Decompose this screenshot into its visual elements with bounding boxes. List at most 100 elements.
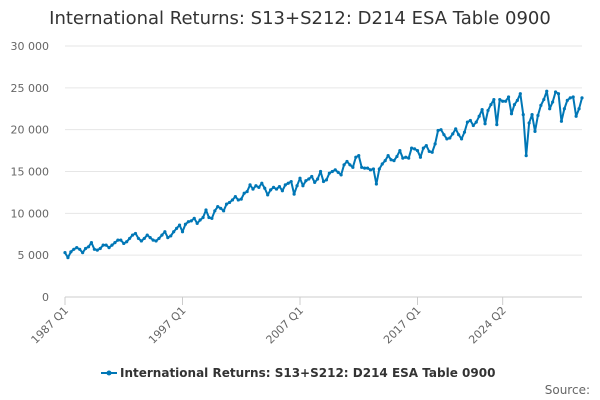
data-point[interactable]: [465, 120, 470, 124]
data-point[interactable]: [506, 95, 511, 99]
data-point[interactable]: [66, 256, 70, 260]
data-point[interactable]: [345, 159, 349, 164]
data-point[interactable]: [75, 246, 79, 250]
data-point[interactable]: [198, 218, 202, 222]
data-point[interactable]: [166, 235, 170, 240]
data-point[interactable]: [292, 192, 296, 196]
data-point[interactable]: [160, 233, 164, 237]
data-point[interactable]: [415, 148, 420, 153]
data-point[interactable]: [263, 186, 267, 190]
data-point[interactable]: [286, 181, 290, 185]
data-point[interactable]: [133, 231, 138, 236]
data-point[interactable]: [407, 156, 411, 160]
data-point[interactable]: [580, 96, 584, 100]
data-point[interactable]: [430, 150, 434, 154]
data-point[interactable]: [313, 180, 317, 184]
data-point[interactable]: [227, 200, 232, 205]
data-point[interactable]: [454, 127, 458, 131]
data-point[interactable]: [492, 97, 496, 102]
legend[interactable]: International Returns: S13+S212: D214 ES…: [101, 366, 495, 380]
data-point[interactable]: [163, 230, 167, 234]
data-point[interactable]: [477, 114, 481, 118]
data-point[interactable]: [81, 251, 85, 255]
data-point[interactable]: [69, 250, 73, 254]
data-point[interactable]: [383, 159, 387, 163]
data-point[interactable]: [301, 184, 305, 188]
data-point[interactable]: [318, 169, 323, 174]
data-point[interactable]: [542, 97, 546, 102]
data-point[interactable]: [471, 123, 475, 128]
data-point[interactable]: [89, 241, 94, 245]
data-point[interactable]: [125, 240, 129, 244]
data-point[interactable]: [219, 206, 223, 210]
data-point[interactable]: [501, 99, 505, 103]
data-point[interactable]: [257, 185, 261, 189]
data-point[interactable]: [457, 133, 461, 137]
data-point[interactable]: [283, 183, 287, 187]
data-point[interactable]: [339, 173, 343, 177]
data-point[interactable]: [548, 107, 552, 111]
data-point[interactable]: [374, 182, 378, 186]
data-point[interactable]: [368, 168, 373, 172]
data-point[interactable]: [421, 146, 425, 150]
data-point[interactable]: [113, 241, 117, 245]
data-point[interactable]: [92, 247, 96, 251]
data-point[interactable]: [148, 235, 152, 240]
data-point[interactable]: [271, 185, 276, 189]
data-point[interactable]: [316, 177, 320, 181]
data-point[interactable]: [445, 137, 449, 141]
data-point[interactable]: [104, 243, 108, 247]
data-point[interactable]: [304, 179, 308, 183]
data-point[interactable]: [119, 238, 123, 242]
data-point[interactable]: [239, 197, 243, 201]
data-point[interactable]: [424, 143, 428, 148]
data-point[interactable]: [251, 187, 255, 191]
data-point[interactable]: [459, 137, 464, 141]
data-point[interactable]: [527, 121, 531, 125]
data-point[interactable]: [169, 234, 173, 238]
data-point[interactable]: [327, 171, 331, 175]
data-point[interactable]: [260, 181, 264, 185]
data-point[interactable]: [78, 247, 82, 251]
data-point[interactable]: [348, 163, 352, 167]
data-point[interactable]: [236, 198, 240, 202]
data-point[interactable]: [145, 233, 149, 237]
data-point[interactable]: [462, 130, 467, 134]
data-point[interactable]: [354, 155, 358, 159]
data-point[interactable]: [401, 156, 405, 160]
data-point[interactable]: [433, 142, 437, 146]
data-point[interactable]: [101, 243, 105, 247]
data-point[interactable]: [451, 132, 455, 136]
data-point[interactable]: [530, 113, 534, 117]
data-point[interactable]: [524, 154, 528, 158]
data-point[interactable]: [468, 118, 472, 123]
data-point[interactable]: [439, 128, 443, 132]
data-point[interactable]: [351, 165, 355, 169]
data-point[interactable]: [336, 170, 340, 174]
data-point[interactable]: [72, 247, 76, 251]
data-point[interactable]: [357, 154, 361, 158]
data-point[interactable]: [571, 95, 575, 99]
data-point[interactable]: [230, 198, 235, 202]
data-point[interactable]: [213, 209, 217, 213]
data-point[interactable]: [233, 195, 237, 199]
data-point[interactable]: [298, 176, 302, 180]
data-point[interactable]: [122, 241, 126, 246]
data-point[interactable]: [177, 223, 182, 227]
data-point[interactable]: [392, 159, 396, 163]
data-point[interactable]: [157, 236, 161, 241]
data-point[interactable]: [498, 97, 502, 102]
data-point[interactable]: [483, 122, 487, 126]
data-point[interactable]: [551, 100, 555, 104]
data-point[interactable]: [427, 149, 431, 154]
data-point[interactable]: [436, 128, 440, 133]
data-point[interactable]: [512, 102, 517, 107]
data-point[interactable]: [486, 108, 490, 113]
data-point[interactable]: [442, 133, 446, 137]
data-point[interactable]: [189, 219, 193, 223]
data-point[interactable]: [175, 226, 179, 230]
data-point[interactable]: [386, 154, 390, 158]
data-point[interactable]: [574, 114, 578, 118]
data-point[interactable]: [128, 236, 132, 241]
data-point[interactable]: [553, 90, 558, 94]
